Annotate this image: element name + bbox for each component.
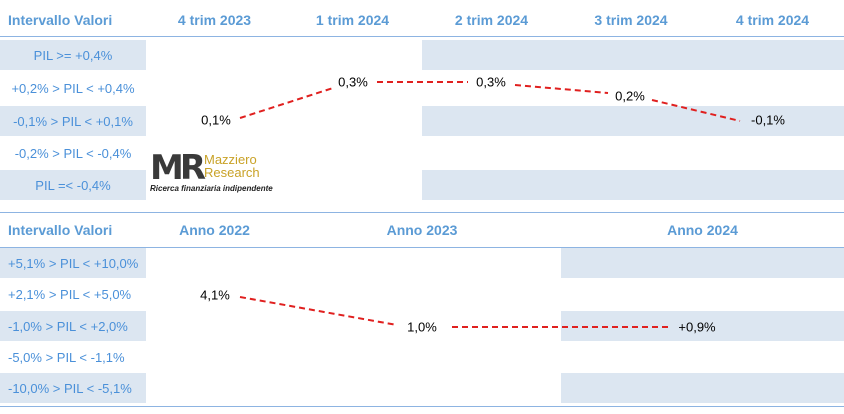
band-row-5-left — [0, 170, 146, 200]
band-annual-5-left — [0, 373, 146, 403]
mazziero-research-logo: MR Mazziero Research Ricerca finanziaria… — [150, 150, 274, 196]
quarter-value-2: 0,3% — [338, 74, 368, 90]
annual-row-label-3: -1,0% > PIL < +2,0% — [8, 318, 128, 334]
band-row-1-left — [0, 40, 146, 70]
annual-value-2: 1,0% — [407, 319, 437, 335]
logo-name-line2: Research — [204, 165, 260, 180]
annual-row-label-4: -5,0% > PIL < -1,1% — [8, 349, 125, 365]
header-intervallo-annual: Intervallo Valori — [8, 222, 113, 238]
band-annual-1-right — [561, 248, 844, 278]
header-col-4: 3 trim 2024 — [594, 12, 668, 28]
logo-name: Mazziero Research — [204, 153, 260, 179]
trend-segment-y1 — [239, 296, 398, 326]
row-label-3: -0,1% > PIL < +0,1% — [13, 113, 133, 129]
annual-value-3: +0,9% — [678, 319, 716, 335]
quarter-value-4: 0,2% — [615, 88, 645, 104]
band-annual-1-left — [0, 248, 146, 278]
row-label-5: PIL =< -0,4% — [35, 177, 111, 193]
annual-row-label-2: +2,1% > PIL < +5,0% — [8, 286, 132, 302]
logo-tagline: Ricerca finanziaria indipendente — [150, 184, 273, 193]
header-year-3: Anno 2024 — [667, 222, 738, 238]
band-row-3-right — [422, 106, 844, 136]
band-annual-5-right — [561, 373, 844, 403]
header-col-1: 4 trim 2023 — [177, 12, 252, 28]
band-annual-3-right — [561, 311, 844, 341]
quarter-value-5: -0,1% — [751, 112, 785, 128]
row-label-1: PIL >= +0,4% — [33, 47, 113, 63]
header-rule-annual — [0, 247, 844, 248]
band-annual-3-left — [0, 311, 146, 341]
header-col-2: 1 trim 2024 — [315, 12, 390, 28]
logo-name-line1: Mazziero — [204, 152, 257, 167]
trend-segment-q4 — [651, 99, 741, 122]
annual-row-label-1: +5,1% > PIL < +10,0% — [8, 255, 139, 271]
band-row-5-right — [422, 170, 844, 200]
quarter-value-1: 0,1% — [201, 112, 231, 128]
header-rule — [0, 36, 844, 37]
header-year-1: Anno 2022 — [179, 222, 250, 238]
annual-gdp-table: Intervallo Valori Anno 2022 Anno 2023 An… — [0, 212, 844, 414]
annual-value-1: 4,1% — [200, 287, 230, 303]
quarterly-gdp-table: Intervallo Valori 4 trim 2023 1 trim 202… — [0, 0, 844, 200]
annual-row-label-5: -10,0% > PIL < -5,1% — [8, 380, 132, 396]
section-divider — [0, 212, 844, 213]
trend-segment-q1 — [239, 87, 334, 119]
row-label-2: +0,2% > PIL < +0,4% — [11, 80, 135, 96]
bottom-rule — [0, 406, 844, 407]
quarter-value-3: 0,3% — [476, 74, 506, 90]
header-col-3: 2 trim 2024 — [454, 12, 529, 28]
band-row-3-left — [0, 106, 146, 136]
band-row-1-right — [422, 40, 844, 70]
trend-segment-q3 — [514, 84, 609, 94]
logo-mark: MR — [150, 148, 206, 188]
header-year-2: Anno 2023 — [386, 222, 458, 238]
header-col-5: 4 trim 2024 — [735, 12, 810, 28]
row-label-4: -0,2% > PIL < -0,4% — [14, 145, 132, 161]
header-intervallo: Intervallo Valori — [8, 12, 113, 28]
